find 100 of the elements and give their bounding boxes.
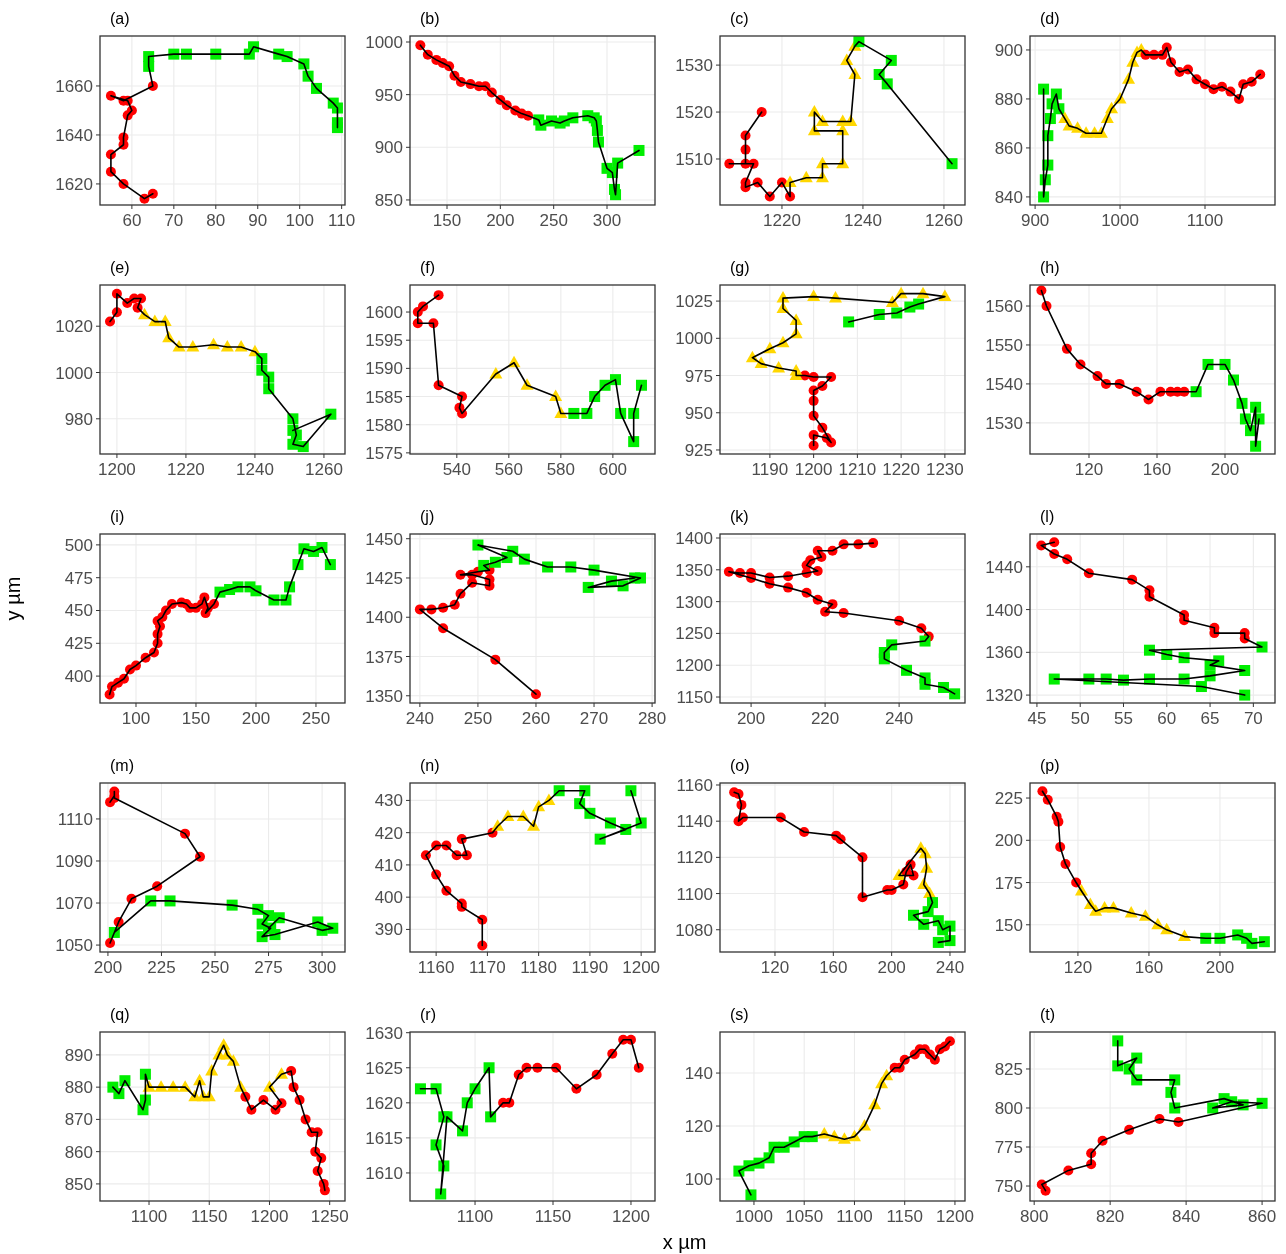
- x-tick-label: 1200: [250, 1207, 289, 1226]
- y-tick-label: 1425: [365, 568, 403, 588]
- x-tick-label: 1200: [612, 1207, 650, 1226]
- chart-title: (t): [1040, 1006, 1056, 1023]
- x-tick-label: 45: [1027, 709, 1047, 728]
- x-tick-label: 225: [147, 958, 176, 977]
- x-tick-label: 1200: [794, 460, 833, 479]
- x-tick-label: 1260: [925, 211, 963, 230]
- chart-title: (g): [730, 259, 750, 276]
- x-tick-label: 1190: [751, 460, 789, 479]
- y-tick-label: 1150: [676, 688, 713, 708]
- x-tick-label: 1170: [469, 958, 506, 977]
- y-tick-label: 1600: [365, 303, 403, 323]
- y-tick-label: 1510: [675, 149, 713, 169]
- y-tick-label: 1540: [985, 374, 1023, 394]
- y-tick-label: 1400: [985, 600, 1023, 620]
- x-tick-label: 1100: [456, 1207, 494, 1226]
- x-tick-label: 1240: [236, 460, 274, 479]
- x-tick-label: 1100: [1186, 211, 1224, 230]
- y-tick-label: 880: [64, 1078, 93, 1098]
- y-tick-label: 1250: [675, 624, 713, 644]
- y-tick-label: 1000: [365, 33, 403, 52]
- y-tick-label: 850: [374, 190, 403, 210]
- x-tick-label: 55: [1114, 709, 1133, 728]
- y-tick-label: 825: [994, 1059, 1023, 1079]
- chart-title: (i): [110, 508, 125, 525]
- y-tick-label: 1630: [365, 1023, 403, 1043]
- x-tick-label: 160: [1134, 958, 1164, 977]
- chart-title: (k): [730, 508, 749, 525]
- x-tick-label: 840: [1171, 1207, 1201, 1226]
- x-tick-label: 220: [810, 709, 840, 728]
- x-tick-label: 200: [1205, 958, 1235, 977]
- x-tick-label: 70: [1243, 709, 1263, 728]
- y-tick-label: 1530: [675, 56, 713, 76]
- chart-title: (c): [730, 10, 749, 27]
- y-tick-label: 1620: [55, 174, 93, 194]
- y-tick-label: 1560: [985, 297, 1023, 317]
- x-tick-label: 800: [1019, 1207, 1049, 1226]
- x-tick-label: 1200: [936, 1207, 974, 1226]
- y-tick-label: 400: [64, 667, 93, 687]
- y-tick-label: 1440: [985, 557, 1023, 577]
- x-tick-label: 120: [760, 958, 790, 977]
- x-tick-label: 150: [181, 709, 211, 728]
- x-tick-label: 80: [206, 211, 226, 230]
- x-tick-label: 1230: [925, 460, 964, 479]
- y-tick-label: 1070: [55, 894, 93, 914]
- y-tick-label: 225: [994, 789, 1023, 809]
- x-tick-label: 300: [307, 958, 337, 977]
- x-tick-label: 250: [463, 709, 493, 728]
- x-tick-label: 240: [935, 958, 965, 977]
- y-tick-label: 1550: [985, 335, 1023, 355]
- y-tick-label: 430: [374, 791, 403, 811]
- y-tick-label: 1020: [55, 317, 93, 337]
- y-tick-label: 1080: [675, 920, 713, 940]
- x-tick-label: 100: [285, 211, 314, 230]
- x-tick-label: 1150: [190, 1207, 228, 1226]
- y-tick-label: 1400: [365, 608, 403, 628]
- y-tick-label: 1375: [365, 647, 403, 667]
- y-tick-label: 1050: [55, 936, 93, 956]
- x-tick-label: 110: [328, 211, 356, 230]
- y-tick-label: 1625: [365, 1058, 403, 1078]
- x-tick-label: 1240: [844, 211, 882, 230]
- y-tick-label: 775: [994, 1138, 1023, 1158]
- x-tick-label: 240: [405, 709, 435, 728]
- x-tick-label: 120: [1063, 958, 1093, 977]
- x-tick-label: 1220: [763, 211, 801, 230]
- y-tick-label: 1590: [365, 359, 403, 379]
- y-tick-label: 450: [64, 601, 93, 621]
- x-tick-label: 820: [1095, 1207, 1125, 1226]
- x-tick-label: 1100: [130, 1207, 168, 1226]
- y-tick-label: 410: [374, 855, 403, 875]
- y-tick-label: 1350: [675, 560, 713, 580]
- x-tick-label: 240: [884, 709, 914, 728]
- x-tick-label: 60: [1157, 709, 1177, 728]
- y-tick-label: 1580: [365, 415, 403, 435]
- y-tick-label: 400: [374, 888, 403, 908]
- y-tick-label: 980: [64, 409, 93, 429]
- y-tick-label: 1000: [675, 329, 713, 349]
- x-tick-label: 200: [1210, 460, 1240, 479]
- chart-title: (e): [110, 259, 130, 276]
- y-tick-label: 150: [994, 915, 1023, 935]
- x-tick-label: 250: [301, 709, 331, 728]
- x-tick-label: 560: [494, 460, 524, 479]
- x-tick-label: 540: [442, 460, 471, 479]
- x-tick-label: 260: [521, 709, 551, 728]
- x-tick-label: 200: [241, 709, 271, 728]
- y-axis-title: y µm: [2, 576, 24, 621]
- x-tick-label: 275: [254, 958, 283, 977]
- x-tick-label: 200: [877, 958, 906, 977]
- y-tick-label: 175: [994, 873, 1023, 893]
- y-tick-label: 1160: [676, 775, 713, 795]
- y-tick-label: 425: [64, 634, 93, 654]
- chart-title: (h): [1040, 259, 1060, 276]
- x-tick-label: 1190: [571, 958, 609, 977]
- y-tick-label: 1640: [55, 125, 93, 145]
- y-tick-label: 1620: [365, 1093, 403, 1113]
- x-tick-label: 270: [579, 709, 609, 728]
- y-tick-label: 840: [994, 187, 1023, 207]
- chart-title: (o): [730, 757, 750, 774]
- y-tick-label: 975: [684, 366, 713, 386]
